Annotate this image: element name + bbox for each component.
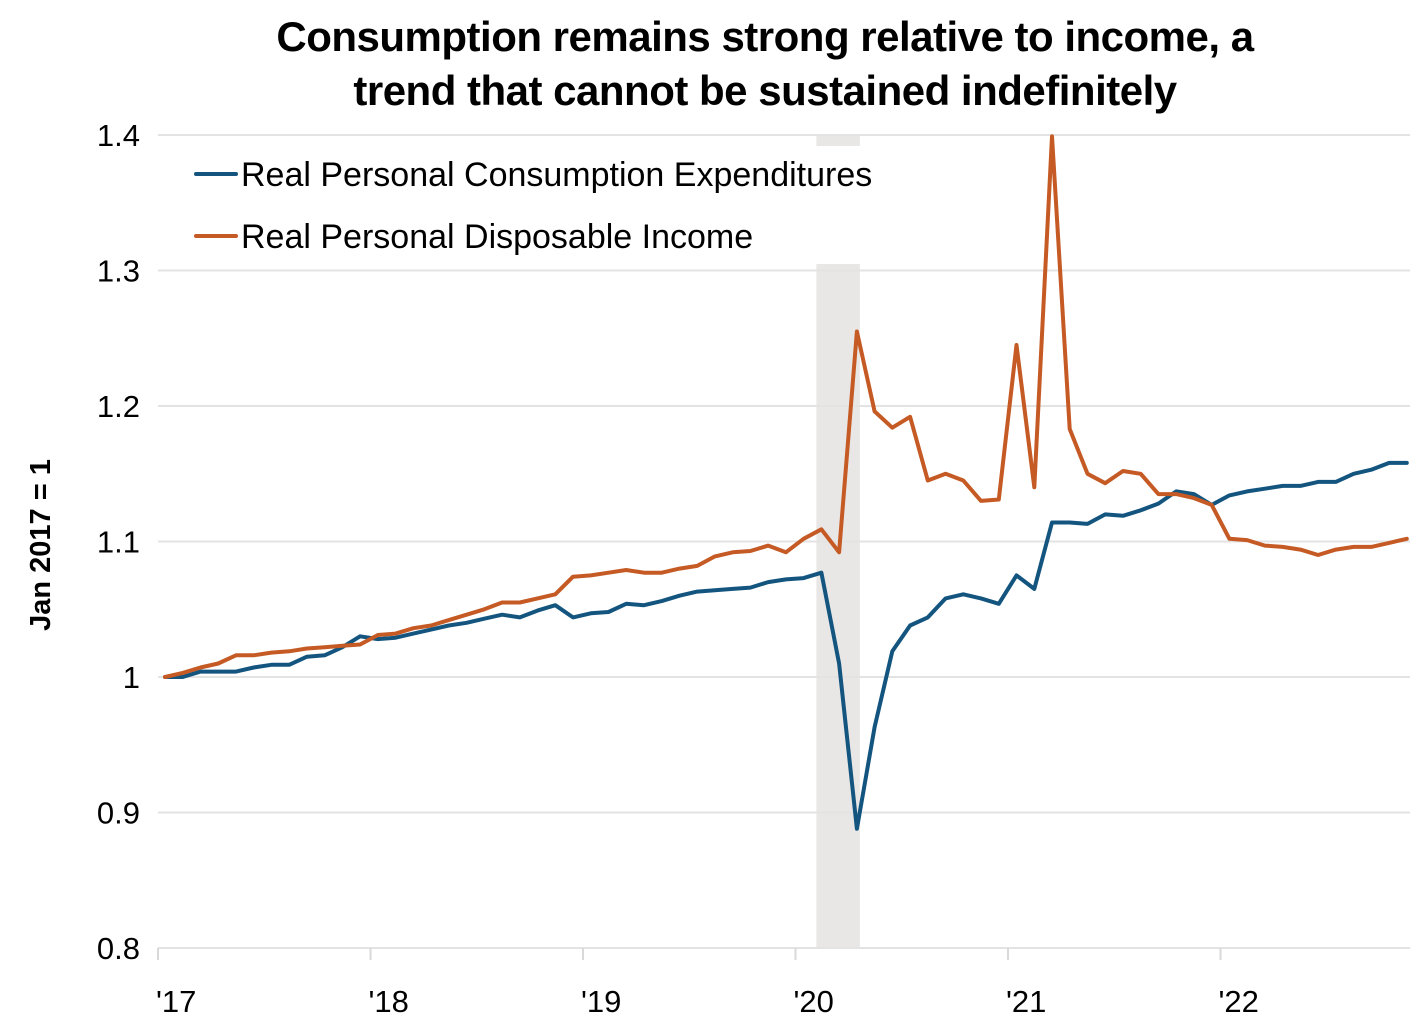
x-axis-tick-labels: '17 '18 '19 '20 '21 '22 bbox=[156, 984, 1259, 1019]
y-tick-label: 1.2 bbox=[97, 389, 140, 424]
legend-background bbox=[185, 146, 975, 264]
legend-label-rpdi: Real Personal Disposable Income bbox=[241, 218, 753, 256]
x-tick-label: '22 bbox=[1219, 984, 1259, 1019]
x-tick-label: '20 bbox=[794, 984, 834, 1019]
legend-box bbox=[185, 146, 975, 264]
x-tick-label: '19 bbox=[581, 984, 621, 1019]
chart-title: Consumption remains strong relative to i… bbox=[0, 10, 1421, 118]
y-tick-label: 0.9 bbox=[97, 796, 140, 831]
y-tick-label: 1.3 bbox=[97, 254, 140, 289]
x-tick-label: '17 bbox=[156, 984, 196, 1019]
chart-title-line-1: Consumption remains strong relative to i… bbox=[276, 13, 1254, 60]
legend-label-pce: Real Personal Consumption Expenditures bbox=[241, 156, 872, 194]
y-tick-label: 1.4 bbox=[97, 118, 140, 153]
chart-title-line-2: trend that cannot be sustained indefinit… bbox=[353, 67, 1177, 114]
y-tick-label: 0.8 bbox=[97, 931, 140, 966]
y-tick-label: 1 bbox=[123, 660, 140, 695]
legend: Real Personal Consumption Expenditures R… bbox=[194, 156, 872, 256]
series-line-rpdi bbox=[163, 134, 1409, 679]
x-tick-label: '21 bbox=[1006, 984, 1046, 1019]
gridlines bbox=[158, 134, 1410, 949]
y-tick-label: 1.1 bbox=[97, 525, 140, 560]
y-axis-tick-labels: 0.8 0.9 1 1.1 1.2 1.3 1.4 bbox=[97, 118, 140, 966]
series-lines bbox=[163, 134, 1409, 831]
y-axis-title: Jan 2017 = 1 bbox=[25, 459, 57, 631]
x-axis-ticks bbox=[157, 948, 1222, 960]
x-tick-label: '18 bbox=[369, 984, 409, 1019]
